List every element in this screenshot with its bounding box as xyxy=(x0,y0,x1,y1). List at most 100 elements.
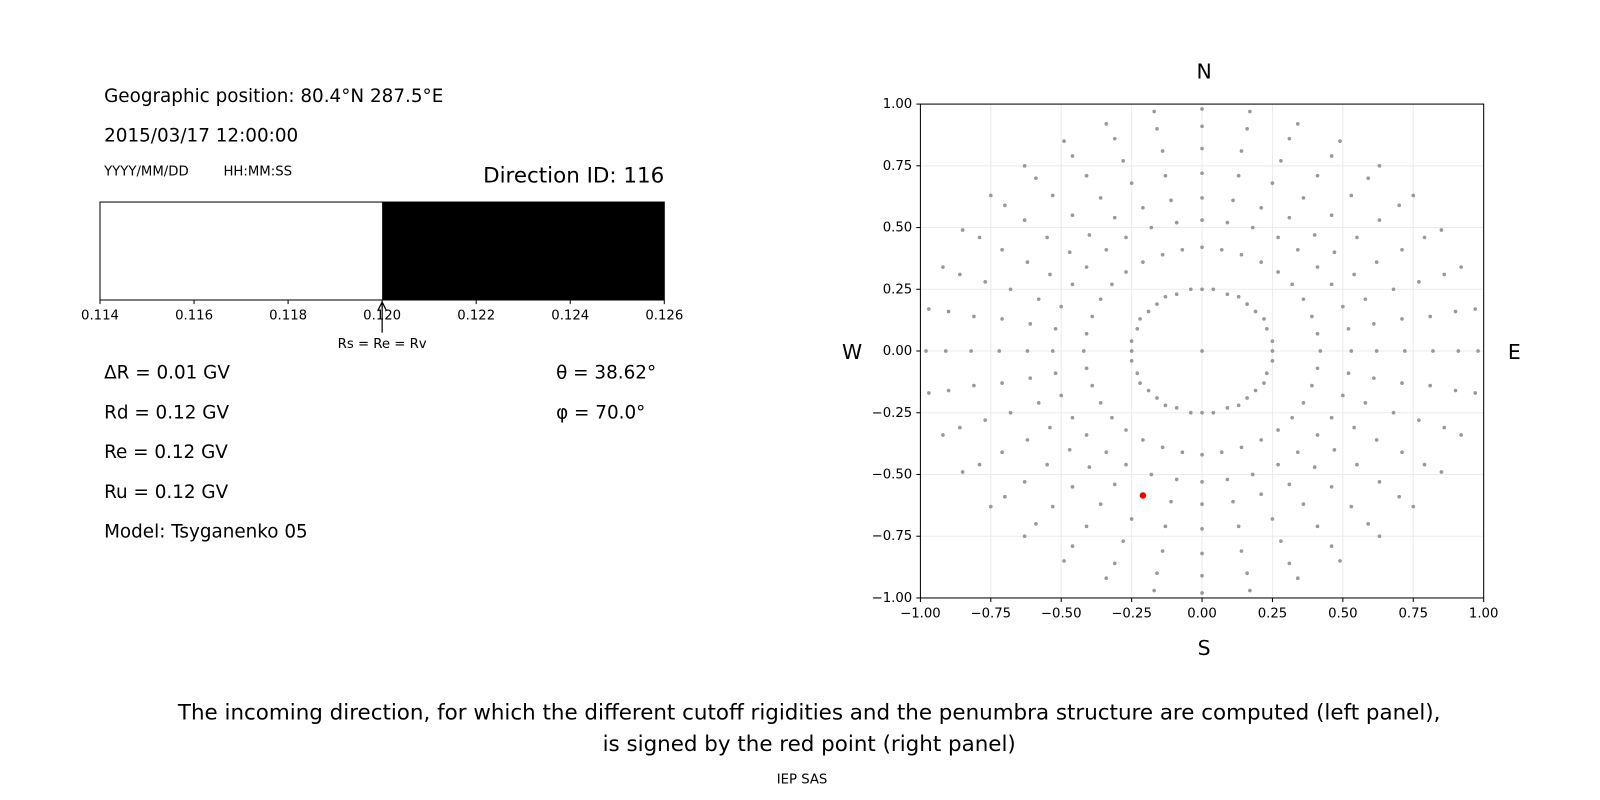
x-tick-label: 1.00 xyxy=(1469,606,1499,621)
x-tick-label: −0.75 xyxy=(971,606,1012,621)
direction-point xyxy=(1087,233,1092,237)
direction-point xyxy=(958,272,962,277)
direction-point xyxy=(1411,193,1416,198)
direction-point xyxy=(1329,213,1334,218)
direction-point xyxy=(1169,198,1173,203)
direction-point xyxy=(1250,472,1255,477)
direction-point xyxy=(1439,470,1444,474)
direction-point xyxy=(1139,492,1147,499)
direction-point xyxy=(941,433,945,437)
direction-point xyxy=(1104,576,1109,581)
direction-point xyxy=(1253,309,1258,314)
model: Model: Tsyganenko 05 xyxy=(104,522,308,543)
direction-point xyxy=(1239,149,1244,153)
direction-point xyxy=(983,418,988,423)
direction-point xyxy=(1160,149,1165,153)
direction-point xyxy=(1400,317,1404,321)
direction-point xyxy=(1374,438,1379,442)
direction-point xyxy=(1160,252,1165,257)
direction-point xyxy=(1155,126,1159,131)
direction-point xyxy=(1003,494,1007,499)
x-tick-label: −0.25 xyxy=(1111,606,1152,621)
direction-point xyxy=(1270,359,1275,363)
direction-point xyxy=(1262,381,1266,385)
direction-point xyxy=(1231,499,1235,504)
direction-point xyxy=(1084,366,1089,371)
direction-point xyxy=(1456,349,1461,353)
direction-point xyxy=(1329,154,1334,158)
direction-point xyxy=(1270,181,1275,185)
direction-point xyxy=(1124,428,1128,432)
direction-point xyxy=(1310,314,1314,319)
direction-point xyxy=(1084,173,1089,178)
direction-point xyxy=(1180,450,1185,455)
y-tick-label: −0.25 xyxy=(872,406,913,421)
direction-point xyxy=(1476,349,1480,353)
direction-point xyxy=(1371,376,1376,381)
direction-point xyxy=(1301,401,1306,405)
direction-point xyxy=(1245,571,1249,576)
angle: φ = 70.0° xyxy=(556,402,645,423)
direction-point xyxy=(1188,287,1193,292)
direction-point xyxy=(1163,173,1168,178)
direction-point xyxy=(1332,447,1337,452)
direction-point xyxy=(1270,339,1275,343)
direction-point xyxy=(1045,462,1049,467)
direction-point xyxy=(1239,549,1244,553)
direction-point xyxy=(1236,524,1241,529)
direction-point xyxy=(1439,228,1444,232)
direction-point xyxy=(1453,309,1458,314)
direction-point xyxy=(1034,522,1038,526)
direction-point xyxy=(1245,302,1249,306)
direction-point xyxy=(1062,139,1066,143)
direction-point xyxy=(1104,122,1109,126)
direction-point xyxy=(1200,502,1204,506)
y-tick-label: −0.50 xyxy=(872,467,913,482)
direction-point xyxy=(1366,522,1371,526)
direction-point xyxy=(1070,282,1075,287)
direction-point xyxy=(1312,465,1317,469)
y-tick-label: −1.00 xyxy=(872,591,913,606)
direction-point xyxy=(1315,331,1320,336)
direction-point xyxy=(1417,418,1421,423)
direction-point xyxy=(1141,205,1145,210)
direction-point xyxy=(1200,591,1204,595)
direction-point xyxy=(1129,359,1134,363)
direction-point xyxy=(1025,349,1030,353)
direction-point xyxy=(1090,314,1095,319)
direction-point xyxy=(1036,401,1041,405)
direction-point xyxy=(1315,524,1320,529)
direction-point xyxy=(1087,465,1092,469)
direction-point xyxy=(1397,494,1402,499)
direction-point xyxy=(1160,445,1165,450)
x-tick-label: 0.124 xyxy=(551,308,589,323)
direction-point xyxy=(1236,173,1241,178)
direction-point xyxy=(1200,107,1204,111)
direction-point xyxy=(1442,425,1447,430)
direction-point xyxy=(1022,163,1027,168)
direction-point xyxy=(1200,124,1204,129)
y-tick-label: 0.75 xyxy=(883,159,913,174)
direction-point xyxy=(1315,366,1320,371)
direction-point xyxy=(1276,270,1280,274)
direction-point xyxy=(1135,371,1140,376)
direction-point xyxy=(1200,410,1204,415)
direction-point xyxy=(1341,393,1345,398)
direction-point xyxy=(1059,304,1064,309)
y-tick-label: 0.25 xyxy=(883,282,913,297)
direction-point xyxy=(1250,225,1255,230)
position: Geographic position: 80.4°N 287.5°E xyxy=(104,86,443,107)
direction-point xyxy=(1129,339,1134,343)
direction-point xyxy=(1200,480,1204,484)
direction-point xyxy=(1225,292,1230,297)
direction-point xyxy=(1200,245,1204,250)
direction-point xyxy=(1301,196,1306,200)
direction-point xyxy=(1352,425,1356,430)
direction-point xyxy=(1129,517,1134,521)
direction-point xyxy=(1349,504,1354,509)
direction-point xyxy=(1200,196,1204,200)
direction-point xyxy=(1259,438,1264,442)
direction-point xyxy=(1053,371,1058,376)
direction-point xyxy=(1098,297,1103,301)
direction-point xyxy=(1231,198,1235,203)
